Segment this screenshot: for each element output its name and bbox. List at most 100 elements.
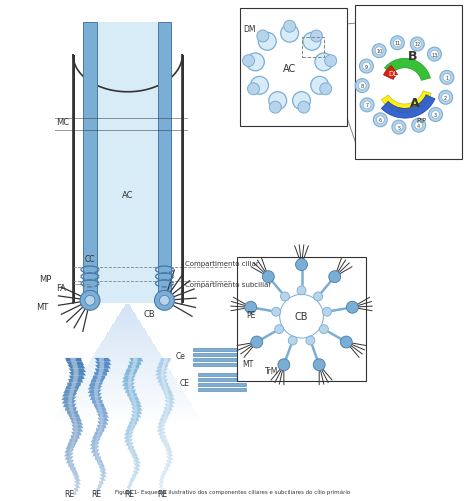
Circle shape	[159, 296, 170, 306]
Polygon shape	[161, 491, 165, 495]
Polygon shape	[69, 439, 78, 442]
Text: DL: DL	[388, 71, 397, 77]
Polygon shape	[94, 372, 107, 376]
Polygon shape	[69, 407, 73, 411]
Polygon shape	[95, 365, 111, 369]
Polygon shape	[158, 484, 164, 488]
Polygon shape	[158, 481, 164, 484]
Polygon shape	[164, 414, 167, 418]
Polygon shape	[97, 463, 105, 467]
Bar	[92, 356, 162, 358]
Text: 8: 8	[361, 84, 363, 89]
Circle shape	[262, 271, 274, 283]
Polygon shape	[123, 386, 135, 390]
Circle shape	[272, 308, 281, 317]
Polygon shape	[73, 365, 78, 369]
Text: 13: 13	[432, 53, 438, 58]
Polygon shape	[71, 425, 83, 428]
Polygon shape	[128, 397, 139, 400]
Text: CC: CC	[85, 254, 95, 263]
Polygon shape	[94, 491, 99, 495]
Polygon shape	[99, 365, 104, 369]
Polygon shape	[75, 56, 181, 304]
Circle shape	[306, 336, 315, 345]
Polygon shape	[101, 474, 103, 477]
Polygon shape	[68, 414, 80, 418]
Polygon shape	[101, 470, 103, 474]
Text: AC: AC	[283, 64, 296, 74]
Polygon shape	[95, 449, 97, 453]
Text: 2: 2	[444, 96, 447, 101]
Polygon shape	[95, 442, 97, 446]
Polygon shape	[95, 446, 97, 449]
Circle shape	[392, 121, 406, 135]
Bar	[109, 331, 146, 333]
Polygon shape	[164, 446, 171, 449]
Bar	[99, 346, 156, 348]
Polygon shape	[71, 428, 83, 432]
Polygon shape	[100, 467, 102, 470]
Polygon shape	[90, 379, 104, 383]
Polygon shape	[129, 362, 141, 365]
Polygon shape	[130, 372, 133, 376]
Polygon shape	[74, 432, 77, 435]
Polygon shape	[72, 414, 75, 418]
Polygon shape	[96, 411, 108, 414]
Text: 11: 11	[394, 41, 401, 46]
Polygon shape	[162, 435, 164, 439]
Polygon shape	[125, 390, 136, 393]
Polygon shape	[94, 432, 103, 435]
Polygon shape	[135, 463, 137, 467]
Polygon shape	[155, 369, 168, 372]
Circle shape	[360, 99, 374, 113]
Bar	[193, 348, 241, 351]
Polygon shape	[94, 393, 98, 397]
Polygon shape	[88, 390, 102, 393]
Polygon shape	[167, 463, 168, 467]
Polygon shape	[100, 421, 103, 425]
Bar	[71, 390, 183, 392]
Polygon shape	[157, 365, 168, 369]
Polygon shape	[98, 372, 103, 376]
Polygon shape	[159, 488, 164, 491]
Circle shape	[377, 117, 384, 125]
Polygon shape	[123, 435, 133, 439]
Polygon shape	[125, 488, 132, 491]
Bar	[89, 362, 166, 364]
Polygon shape	[131, 397, 135, 400]
Polygon shape	[162, 439, 167, 442]
Polygon shape	[90, 442, 100, 446]
Polygon shape	[129, 449, 136, 453]
Polygon shape	[124, 439, 133, 442]
Polygon shape	[163, 411, 170, 414]
Circle shape	[393, 40, 401, 48]
Bar	[70, 392, 185, 394]
Bar	[101, 342, 153, 344]
Text: DM: DM	[244, 25, 256, 34]
Bar	[355, 7, 462, 160]
Circle shape	[413, 41, 421, 49]
Polygon shape	[65, 407, 77, 411]
Bar	[117, 317, 137, 319]
Bar	[103, 338, 151, 340]
Polygon shape	[75, 488, 76, 491]
Polygon shape	[164, 393, 174, 397]
Polygon shape	[128, 386, 132, 390]
Polygon shape	[67, 411, 78, 414]
Polygon shape	[73, 418, 76, 421]
Circle shape	[391, 37, 404, 51]
Polygon shape	[159, 435, 166, 439]
Polygon shape	[74, 488, 79, 491]
Polygon shape	[128, 481, 134, 484]
Circle shape	[427, 48, 441, 62]
Polygon shape	[132, 453, 134, 456]
Polygon shape	[128, 383, 131, 386]
Polygon shape	[163, 477, 164, 481]
Circle shape	[340, 336, 352, 348]
Bar	[111, 327, 144, 329]
Circle shape	[258, 33, 276, 51]
Polygon shape	[95, 383, 99, 386]
Polygon shape	[68, 463, 75, 467]
Polygon shape	[90, 439, 101, 442]
Polygon shape	[167, 460, 169, 463]
